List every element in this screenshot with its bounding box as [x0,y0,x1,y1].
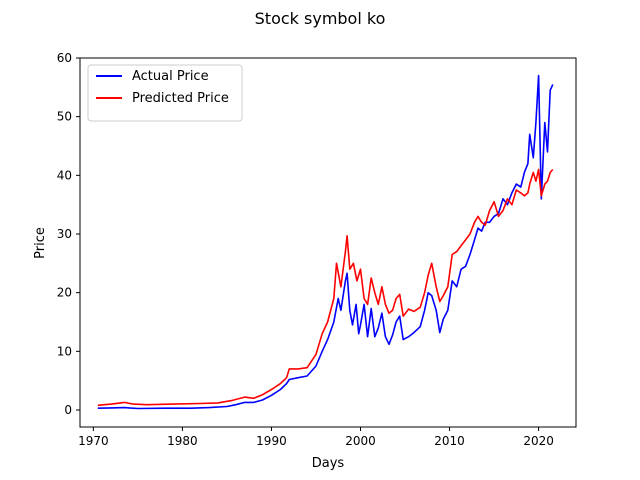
y-tick-label: 0 [64,403,72,417]
y-tick-label: 60 [57,51,72,65]
x-tick-label: 2000 [345,434,376,448]
legend-box [87,64,243,122]
legend-label-1: Predicted Price [132,91,229,106]
x-axis-label: Days [312,456,345,471]
x-tick-label: 1970 [78,434,109,448]
x-tick-label: 2010 [434,434,465,448]
y-tick-label: 30 [57,227,72,241]
y-axis-ticks: 0 10 20 30 40 50 60 [57,51,80,417]
x-tick-label: 1980 [167,434,198,448]
legend-label-0: Actual Price [132,69,209,84]
y-tick-label: 40 [57,168,72,182]
x-tick-label: 2020 [523,434,554,448]
x-tick-label: 1990 [256,434,287,448]
series-layer [97,74,554,410]
y-tick-label: 10 [57,344,72,358]
series-line-1 [97,168,554,407]
chart-title: Stock symbol ko [255,9,386,28]
legend: Actual Price Predicted Price [87,64,243,122]
series-line-0 [97,74,554,410]
y-axis-label: Price [33,227,48,259]
plot-frame [79,57,577,428]
x-axis-ticks: 1970 1980 1990 2000 2010 2020 [78,427,554,448]
y-tick-label: 50 [57,110,72,124]
y-tick-label: 20 [57,286,72,300]
